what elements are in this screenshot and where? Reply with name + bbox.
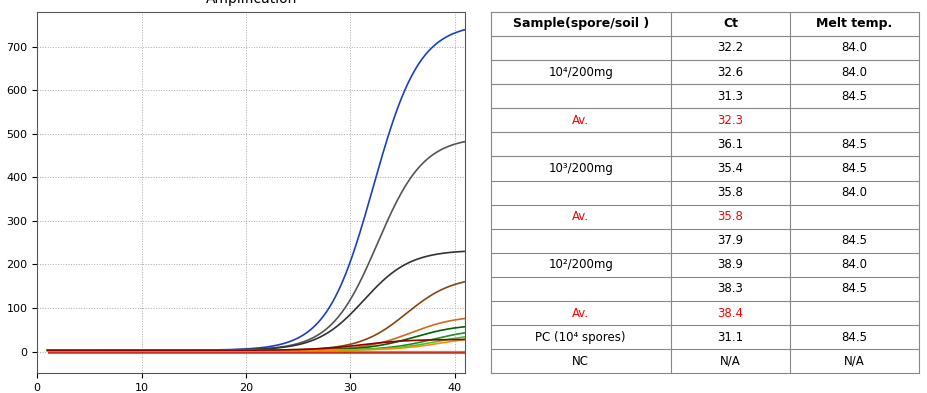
Text: 10⁴/200mg: 10⁴/200mg xyxy=(548,66,613,79)
Text: 84.5: 84.5 xyxy=(841,331,867,344)
Text: N/A: N/A xyxy=(844,355,864,368)
Text: Melt temp.: Melt temp. xyxy=(816,17,892,30)
Text: 84.5: 84.5 xyxy=(841,283,867,296)
Text: Av.: Av. xyxy=(571,114,589,127)
Text: Av.: Av. xyxy=(571,307,589,320)
Text: Av.: Av. xyxy=(571,210,589,223)
Text: 35.8: 35.8 xyxy=(717,186,743,199)
Text: 84.0: 84.0 xyxy=(841,66,867,79)
Text: Ct: Ct xyxy=(722,17,737,30)
Text: 84.0: 84.0 xyxy=(841,41,867,55)
Text: 32.3: 32.3 xyxy=(717,114,743,127)
Text: 84.0: 84.0 xyxy=(841,186,867,199)
Text: PC (10⁴ spores): PC (10⁴ spores) xyxy=(535,331,625,344)
Text: 84.5: 84.5 xyxy=(841,162,867,175)
Title: Amplification: Amplification xyxy=(205,0,297,6)
Text: 31.1: 31.1 xyxy=(717,331,743,344)
Text: 38.4: 38.4 xyxy=(717,307,743,320)
Text: 84.0: 84.0 xyxy=(841,258,867,272)
Text: Sample(spore/soil ): Sample(spore/soil ) xyxy=(512,17,648,30)
Text: 10³/200mg: 10³/200mg xyxy=(548,162,613,175)
Text: 36.1: 36.1 xyxy=(717,138,743,151)
Text: 38.9: 38.9 xyxy=(717,258,743,272)
Text: 38.3: 38.3 xyxy=(717,283,743,296)
Text: 32.2: 32.2 xyxy=(717,41,743,55)
Text: 35.4: 35.4 xyxy=(717,162,743,175)
Text: N/A: N/A xyxy=(719,355,740,368)
Text: 84.5: 84.5 xyxy=(841,90,867,103)
Text: 84.5: 84.5 xyxy=(841,138,867,151)
Text: 32.6: 32.6 xyxy=(717,66,743,79)
Text: 10²/200mg: 10²/200mg xyxy=(548,258,613,272)
Text: 35.8: 35.8 xyxy=(717,210,743,223)
Text: 37.9: 37.9 xyxy=(717,234,743,247)
Text: 31.3: 31.3 xyxy=(717,90,743,103)
Text: 84.5: 84.5 xyxy=(841,234,867,247)
Text: NC: NC xyxy=(572,355,589,368)
